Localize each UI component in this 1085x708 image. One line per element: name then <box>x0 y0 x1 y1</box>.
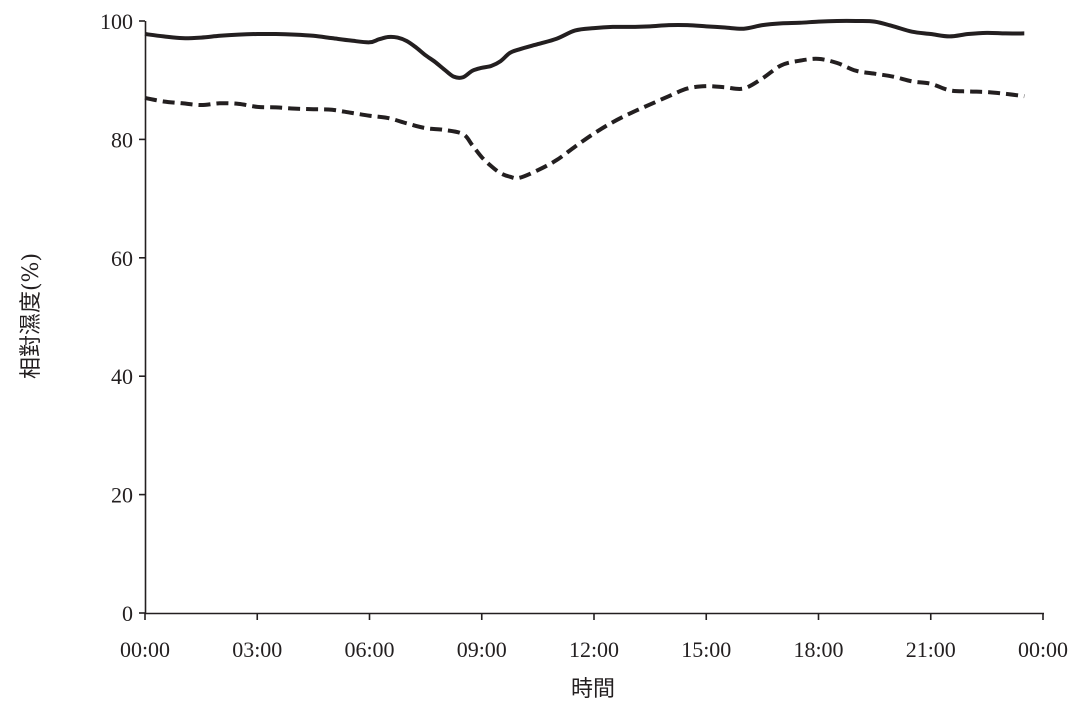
x-tick-label: 12:00 <box>569 637 619 662</box>
x-tick-label: 09:00 <box>457 637 507 662</box>
series-group <box>144 18 1025 181</box>
y-tick-label: 20 <box>111 483 133 508</box>
plot-area: 0 20 40 60 80 100 00:00 03:00 06:00 09:00 12:00 15… <box>100 9 1068 662</box>
y-tick-label: 60 <box>111 246 133 271</box>
series-line-dashed <box>144 56 1025 181</box>
y-tick-label: 80 <box>111 127 133 152</box>
x-tick-label: 03:00 <box>232 637 282 662</box>
x-tick-label: 21:00 <box>906 637 956 662</box>
x-axis-title: 時間 <box>571 677 615 702</box>
x-tick-label: 18:00 <box>793 637 843 662</box>
x-tick-label: 00:00 <box>1018 637 1068 662</box>
series-line-solid <box>144 18 1025 80</box>
x-tick-label: 15:00 <box>681 637 731 662</box>
x-tick-label: 00:00 <box>120 637 170 662</box>
y-tick-label: 0 <box>122 601 133 626</box>
y-axis-title: 相對濕度(%) <box>19 253 44 379</box>
y-axis-ticks: 0 20 40 60 80 100 <box>100 9 145 626</box>
x-axis-ticks: 00:00 03:00 06:00 09:00 12:00 15:00 18:00 21:00… <box>120 613 1068 662</box>
x-tick-label: 06:00 <box>344 637 394 662</box>
y-tick-label: 40 <box>111 364 133 389</box>
y-tick-label: 100 <box>100 9 133 34</box>
